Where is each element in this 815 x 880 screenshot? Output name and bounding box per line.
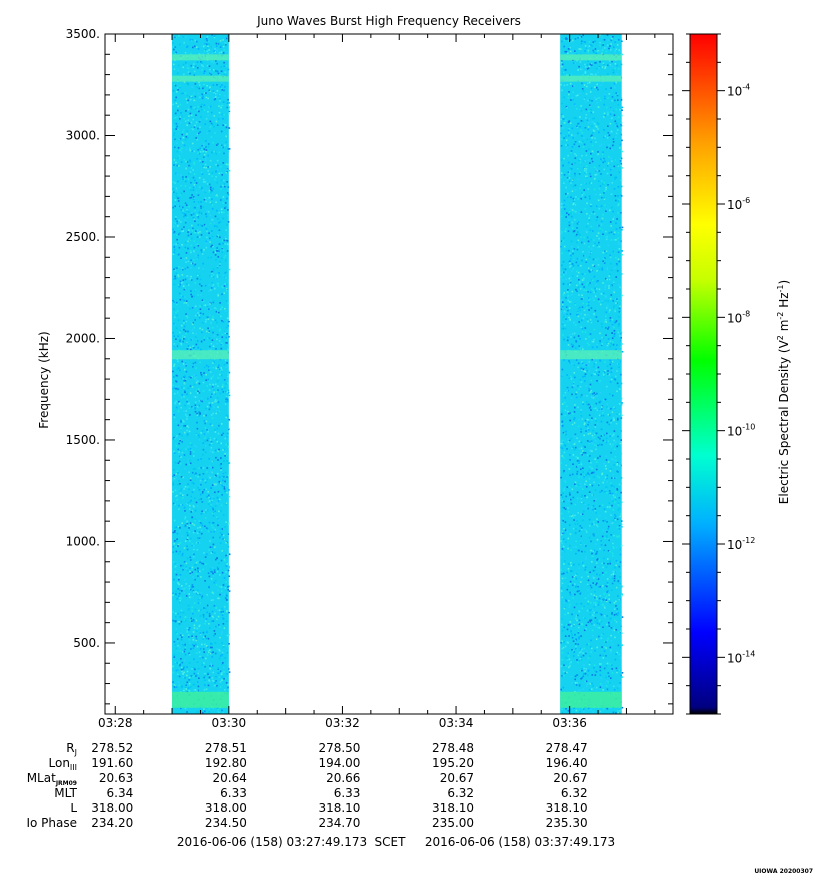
ephemeris-value: 20.64 [212, 771, 246, 785]
colorbar-tick-label: 10-14 [727, 649, 755, 665]
ephemeris-value: 235.00 [432, 816, 474, 830]
ephemeris-value: 278.52 [91, 741, 133, 755]
ephemeris-value: 278.48 [432, 741, 474, 755]
emission-band [172, 75, 229, 82]
ephemeris-value: 20.67 [553, 771, 587, 785]
ephemeris-value: 278.50 [318, 741, 360, 755]
ephemeris-value: 194.00 [318, 756, 360, 770]
ephemeris-value: 318.10 [546, 801, 588, 815]
ephemeris-value: 6.33 [334, 786, 361, 800]
ephemeris-row-label: RJ [66, 741, 77, 757]
ephemeris-value: 20.67 [440, 771, 474, 785]
y-axis-label: Frequency (kHz) [37, 331, 51, 428]
ephemeris-value: 278.47 [546, 741, 588, 755]
ephemeris-row-label: LonIII [49, 756, 78, 772]
x-tick-label: 03:32 [325, 716, 360, 730]
ephemeris-value: 234.20 [91, 816, 133, 830]
ephemeris-row-label: MLatJRM09 [27, 771, 77, 787]
x-axis: 03:28 03:30 03:32 03:34 03:36 [98, 34, 656, 730]
emission-band [560, 54, 622, 61]
x-tick-label: 03:34 [439, 716, 474, 730]
colorbar-tick-label: 10-10 [727, 423, 755, 439]
x-tick-label: 03:30 [212, 716, 247, 730]
ephemeris-value: 318.00 [91, 801, 133, 815]
ephemeris-value: 234.70 [318, 816, 360, 830]
y-tick-label: 2000. [66, 331, 100, 345]
colorbar-tick-label: 10-4 [727, 83, 750, 99]
ephemeris-value: 318.00 [205, 801, 247, 815]
burst-column [172, 34, 231, 714]
emission-band [560, 691, 622, 708]
ephemeris-value: 235.30 [546, 816, 588, 830]
footer-start-time: 2016-06-06 (158) 03:27:49.173 [177, 835, 367, 849]
ephemeris-row-label: Io Phase [26, 816, 77, 830]
ephemeris-value: 318.10 [318, 801, 360, 815]
emission-band [560, 75, 622, 82]
ephemeris-value: 6.33 [220, 786, 247, 800]
colorbar-axis: 10-4 10-6 10-8 10-10 10-12 10-14 [682, 33, 755, 715]
colorbar-tick-label: 10-12 [727, 536, 755, 552]
chart-title: Juno Waves Burst High Frequency Receiver… [256, 14, 521, 28]
colorbar-tick-label: 10-8 [727, 309, 750, 325]
ephemeris-value: 196.40 [546, 756, 588, 770]
ephemeris-row-label: MLT [54, 786, 77, 800]
y-tick-label: 500. [73, 636, 100, 650]
ephemeris-value: 278.51 [205, 741, 247, 755]
burst-column [560, 34, 624, 714]
ephemeris-value: 6.32 [447, 786, 474, 800]
y-tick-label: 3000. [66, 128, 100, 142]
credit-stamp: UIOWA 20200307 [754, 868, 813, 875]
y-tick-label: 1500. [66, 433, 100, 447]
colorbar-label: Electric Spectral Density (V2 m-2 Hz-1) [776, 280, 791, 504]
y-tick-label: 2500. [66, 230, 100, 244]
ephemeris-value: 318.10 [432, 801, 474, 815]
emission-band [560, 350, 622, 360]
y-tick-label: 3500. [66, 27, 100, 41]
ephemeris-value: 6.32 [561, 786, 588, 800]
footer-end-time: 2016-06-06 (158) 03:37:49.173 [425, 835, 615, 849]
footer-scet-label: SCET [375, 835, 407, 849]
burst-data-layer [172, 34, 624, 714]
emission-band [172, 691, 229, 708]
emission-band [172, 350, 229, 360]
x-tick-label: 03:36 [552, 716, 587, 730]
ephemeris-value: 234.50 [205, 816, 247, 830]
ephemeris-row-label: L [70, 801, 77, 815]
ephemeris-value: 20.63 [99, 771, 133, 785]
x-tick-label: 03:28 [98, 716, 133, 730]
ephemeris-value: 195.20 [432, 756, 474, 770]
ephemeris-value: 191.60 [91, 756, 133, 770]
ephemeris-value: 192.80 [205, 756, 247, 770]
plot-frame [104, 33, 674, 715]
colorbar [689, 33, 718, 715]
colorbar-tick-label: 10-6 [727, 196, 750, 212]
emission-band [172, 54, 229, 61]
y-tick-label: 1000. [66, 534, 100, 548]
ephemeris-value: 6.34 [107, 786, 134, 800]
y-axis: 500. 1000. 1500. 2000. 2500. 3000. 3500. [66, 27, 673, 705]
ephemeris-value: 20.66 [326, 771, 360, 785]
ephemeris-table: RJ 278.52 278.51 278.50 278.48 278.47 LonIII 19… [26, 741, 587, 830]
